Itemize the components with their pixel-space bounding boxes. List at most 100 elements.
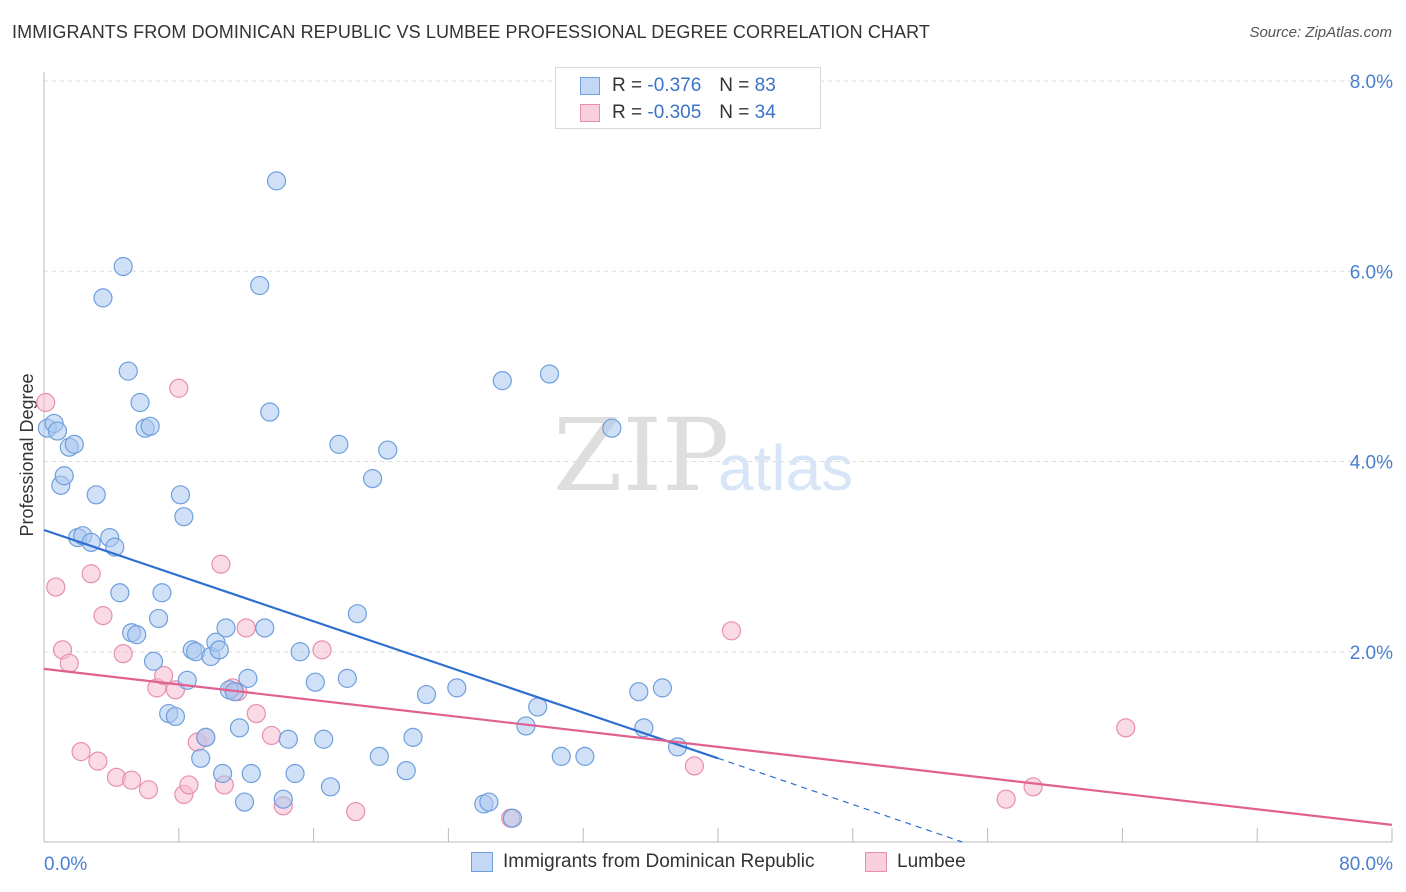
lumbee-point: [122, 770, 142, 790]
lumbee-point: [154, 665, 174, 686]
lumbee-point: [1023, 777, 1043, 797]
x-tick-label: 0.0%: [44, 854, 87, 875]
legend-r-label: R =: [612, 75, 643, 96]
legend-r-label: R =: [612, 102, 643, 123]
axes: [43, 72, 1393, 843]
dominican-point: [165, 706, 186, 727]
lumbee-point: [211, 554, 231, 574]
dominican-point: [447, 678, 467, 698]
dominican-point: [143, 651, 164, 671]
dominican-point: [93, 288, 113, 308]
y-tick-label: 4.0%: [1350, 453, 1393, 474]
lumbee-point: [93, 606, 113, 626]
watermark: ZIP atlas: [553, 397, 853, 514]
dominican-point: [196, 727, 216, 747]
dominican-point: [285, 763, 305, 784]
dominican-point: [575, 746, 595, 766]
dominican-point: [347, 604, 368, 624]
tick-labels: 2.0% 4.0% 6.0% 8.0% 0.0% 80.0%: [44, 72, 1393, 875]
watermark-atlas: atlas: [718, 432, 853, 504]
dominican-point: [241, 763, 261, 784]
lumbee-point: [179, 775, 199, 795]
dominican-point: [362, 469, 383, 489]
lumbee-point: [59, 653, 79, 673]
y-tick-label: 8.0%: [1350, 72, 1393, 93]
lumbee-point: [346, 801, 366, 822]
dominican-point: [305, 672, 325, 692]
series-legend-lumbee: Lumbee: [865, 851, 966, 873]
stats-legend: R = -0.376 N = 83 R = -0.305 N = 34: [555, 67, 821, 129]
dominican-point: [290, 642, 310, 662]
dominican-point: [213, 763, 233, 784]
dominican-point: [369, 746, 389, 766]
dominican-point: [174, 507, 194, 527]
dominican-point: [86, 485, 106, 505]
chart-source: Source: ZipAtlas.com: [1249, 24, 1392, 41]
dominican-point: [229, 718, 250, 738]
dominican-point: [191, 748, 211, 768]
legend-n-value: 83: [754, 75, 776, 96]
lumbee-point: [138, 780, 159, 800]
x-tick-label: 80.0%: [1339, 854, 1393, 875]
lumbee-point: [71, 742, 91, 762]
legend-n-label: N =: [719, 75, 750, 96]
lumbee-point: [246, 703, 266, 724]
lumbee-point: [996, 789, 1016, 809]
dominican-point: [337, 668, 357, 688]
dominican-point: [273, 789, 293, 809]
dominican-point: [148, 608, 169, 629]
series-legend: Immigrants from Dominican Republic Lumbe…: [0, 851, 1406, 879]
lumbee-point: [88, 751, 108, 771]
dominican-point: [539, 364, 560, 384]
dominican-point: [118, 361, 138, 381]
series-legend-dominican: Immigrants from Dominican Republic: [471, 851, 815, 873]
lumbee-point: [46, 577, 66, 597]
dominican-point: [479, 792, 499, 812]
dominican-point: [238, 668, 258, 688]
dominican-point: [255, 618, 275, 638]
legend-n-label: N =: [719, 102, 750, 123]
series-name-dominican: Immigrants from Dominican Republic: [503, 851, 815, 872]
lumbee-trend-line: [43, 667, 1393, 826]
lumbee-point: [312, 640, 332, 660]
dominican-point: [140, 416, 160, 436]
dominican-point: [329, 434, 349, 454]
dominican-point: [152, 583, 172, 603]
y-axis-label: Professional Degree: [17, 373, 37, 536]
dominican-point: [170, 485, 191, 505]
dominican-point: [320, 777, 341, 797]
dominican-trend-line: [43, 528, 719, 760]
dominican-point: [113, 256, 133, 277]
dominican-point: [551, 746, 571, 766]
dominican-point: [416, 684, 437, 705]
dominican-point: [492, 371, 512, 391]
lumbee-point: [36, 392, 56, 413]
dominican-point: [234, 792, 255, 812]
dominican-point: [54, 466, 74, 486]
lumbee-point: [169, 378, 189, 398]
dominican-point: [396, 761, 416, 781]
lumbee-point: [721, 621, 742, 641]
dominican-point: [216, 618, 236, 638]
dominican-point: [528, 697, 548, 717]
legend-swatch-lumbee: [580, 104, 600, 122]
dominican-point: [260, 402, 280, 422]
dominican-point: [314, 729, 334, 749]
dominican-point: [502, 808, 523, 828]
legend-n-value: 34: [754, 102, 776, 123]
legend-r-value: -0.376: [647, 75, 702, 96]
legend-swatch-dominican: [580, 77, 600, 95]
dominican-point: [250, 275, 270, 296]
trend-lines: [43, 528, 1393, 843]
chart-title: IMMIGRANTS FROM DOMINICAN REPUBLIC VS LU…: [12, 22, 930, 42]
data-points: [36, 171, 1136, 828]
dominican-point: [110, 583, 130, 603]
legend-row-dominican: R = -0.376 N = 83: [580, 73, 776, 99]
dominican-point: [602, 418, 622, 438]
dominican-point: [64, 434, 84, 454]
dominican-point: [266, 171, 287, 191]
dominican-point: [127, 625, 147, 645]
watermark-zip: ZIP: [553, 397, 729, 514]
lumbee-point: [261, 725, 282, 746]
